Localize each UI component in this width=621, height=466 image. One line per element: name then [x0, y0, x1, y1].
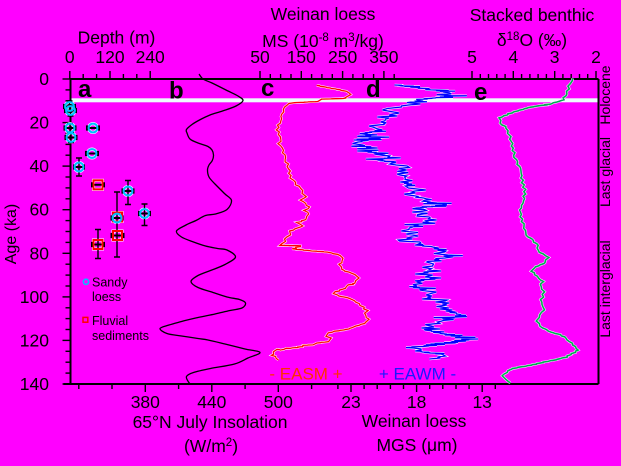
svg-text:e: e [474, 79, 487, 106]
svg-text:Weinan loess: Weinan loess [271, 4, 376, 24]
svg-text:350: 350 [369, 47, 398, 67]
svg-text:140: 140 [20, 374, 49, 394]
svg-text:Weinan loess: Weinan loess [362, 411, 467, 431]
svg-text:- EASM +: - EASM + [269, 365, 342, 384]
svg-text:+ EAWM -: + EAWM - [379, 365, 456, 384]
svg-text:80: 80 [30, 243, 50, 263]
svg-text:a: a [78, 76, 92, 103]
svg-text:(W/m2): (W/m2) [184, 436, 238, 456]
svg-text:18: 18 [407, 392, 426, 412]
svg-text:2: 2 [591, 47, 601, 67]
svg-text:4: 4 [508, 47, 518, 67]
svg-text:Holocene: Holocene [597, 65, 613, 124]
svg-text:23: 23 [341, 392, 360, 412]
svg-text:60: 60 [30, 200, 50, 220]
svg-text:Age (ka): Age (ka) [3, 204, 20, 264]
svg-text:120: 120 [95, 47, 124, 67]
svg-text:5: 5 [467, 47, 477, 67]
svg-text:Depth (m): Depth (m) [78, 28, 156, 48]
svg-text:Last interglacial: Last interglacial [597, 240, 613, 337]
svg-text:40: 40 [30, 156, 50, 176]
svg-text:13: 13 [472, 392, 491, 412]
svg-text:380: 380 [131, 392, 160, 412]
svg-text:b: b [169, 78, 184, 105]
svg-text:3: 3 [550, 47, 560, 67]
svg-text:Fluvial: Fluvial [92, 314, 128, 328]
svg-text:c: c [261, 75, 274, 102]
svg-text:500: 500 [264, 392, 293, 412]
svg-text:loess: loess [92, 290, 121, 304]
svg-text:Sandy: Sandy [92, 276, 128, 290]
svg-text:sediments: sediments [92, 329, 149, 343]
svg-text:Last glacial: Last glacial [597, 137, 613, 207]
svg-text:50: 50 [250, 47, 270, 67]
svg-text:120: 120 [20, 330, 49, 350]
svg-text:Stacked benthic: Stacked benthic [470, 5, 595, 25]
svg-text:d: d [366, 76, 381, 103]
svg-text:250: 250 [328, 47, 357, 67]
svg-text:20: 20 [30, 113, 50, 133]
svg-text:0: 0 [39, 69, 49, 89]
svg-text:240: 240 [136, 47, 165, 67]
svg-text:MGS (μm): MGS (μm) [376, 435, 457, 455]
svg-text:100: 100 [20, 287, 49, 307]
svg-text:150: 150 [287, 47, 316, 67]
svg-text:440: 440 [197, 392, 226, 412]
svg-text:65°N July Insolation: 65°N July Insolation [133, 412, 288, 432]
svg-text:0: 0 [65, 47, 75, 67]
